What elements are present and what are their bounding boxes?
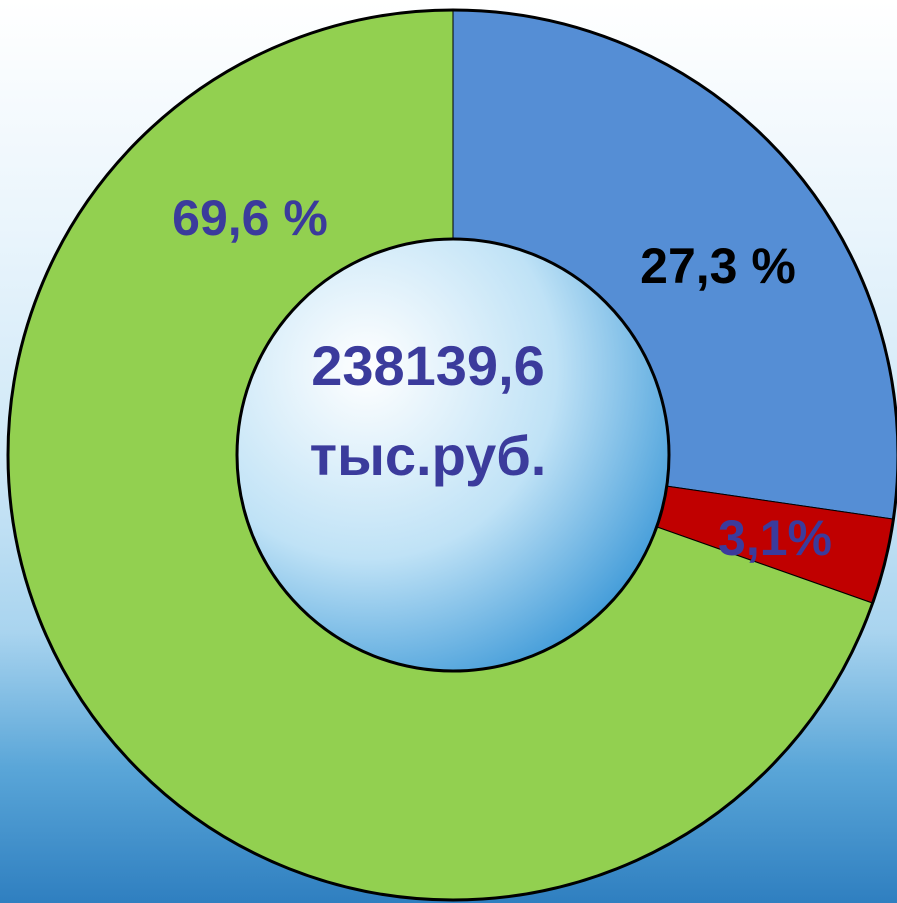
center-value: 238139,6 [311,334,545,397]
center-unit: тыс.руб. [310,424,547,487]
data-label: 69,6 % [172,190,328,246]
data-label: 27,3 % [640,238,796,294]
data-label: 3,1% [718,510,832,566]
donut-hole [235,237,671,673]
donut-outline [6,8,897,902]
